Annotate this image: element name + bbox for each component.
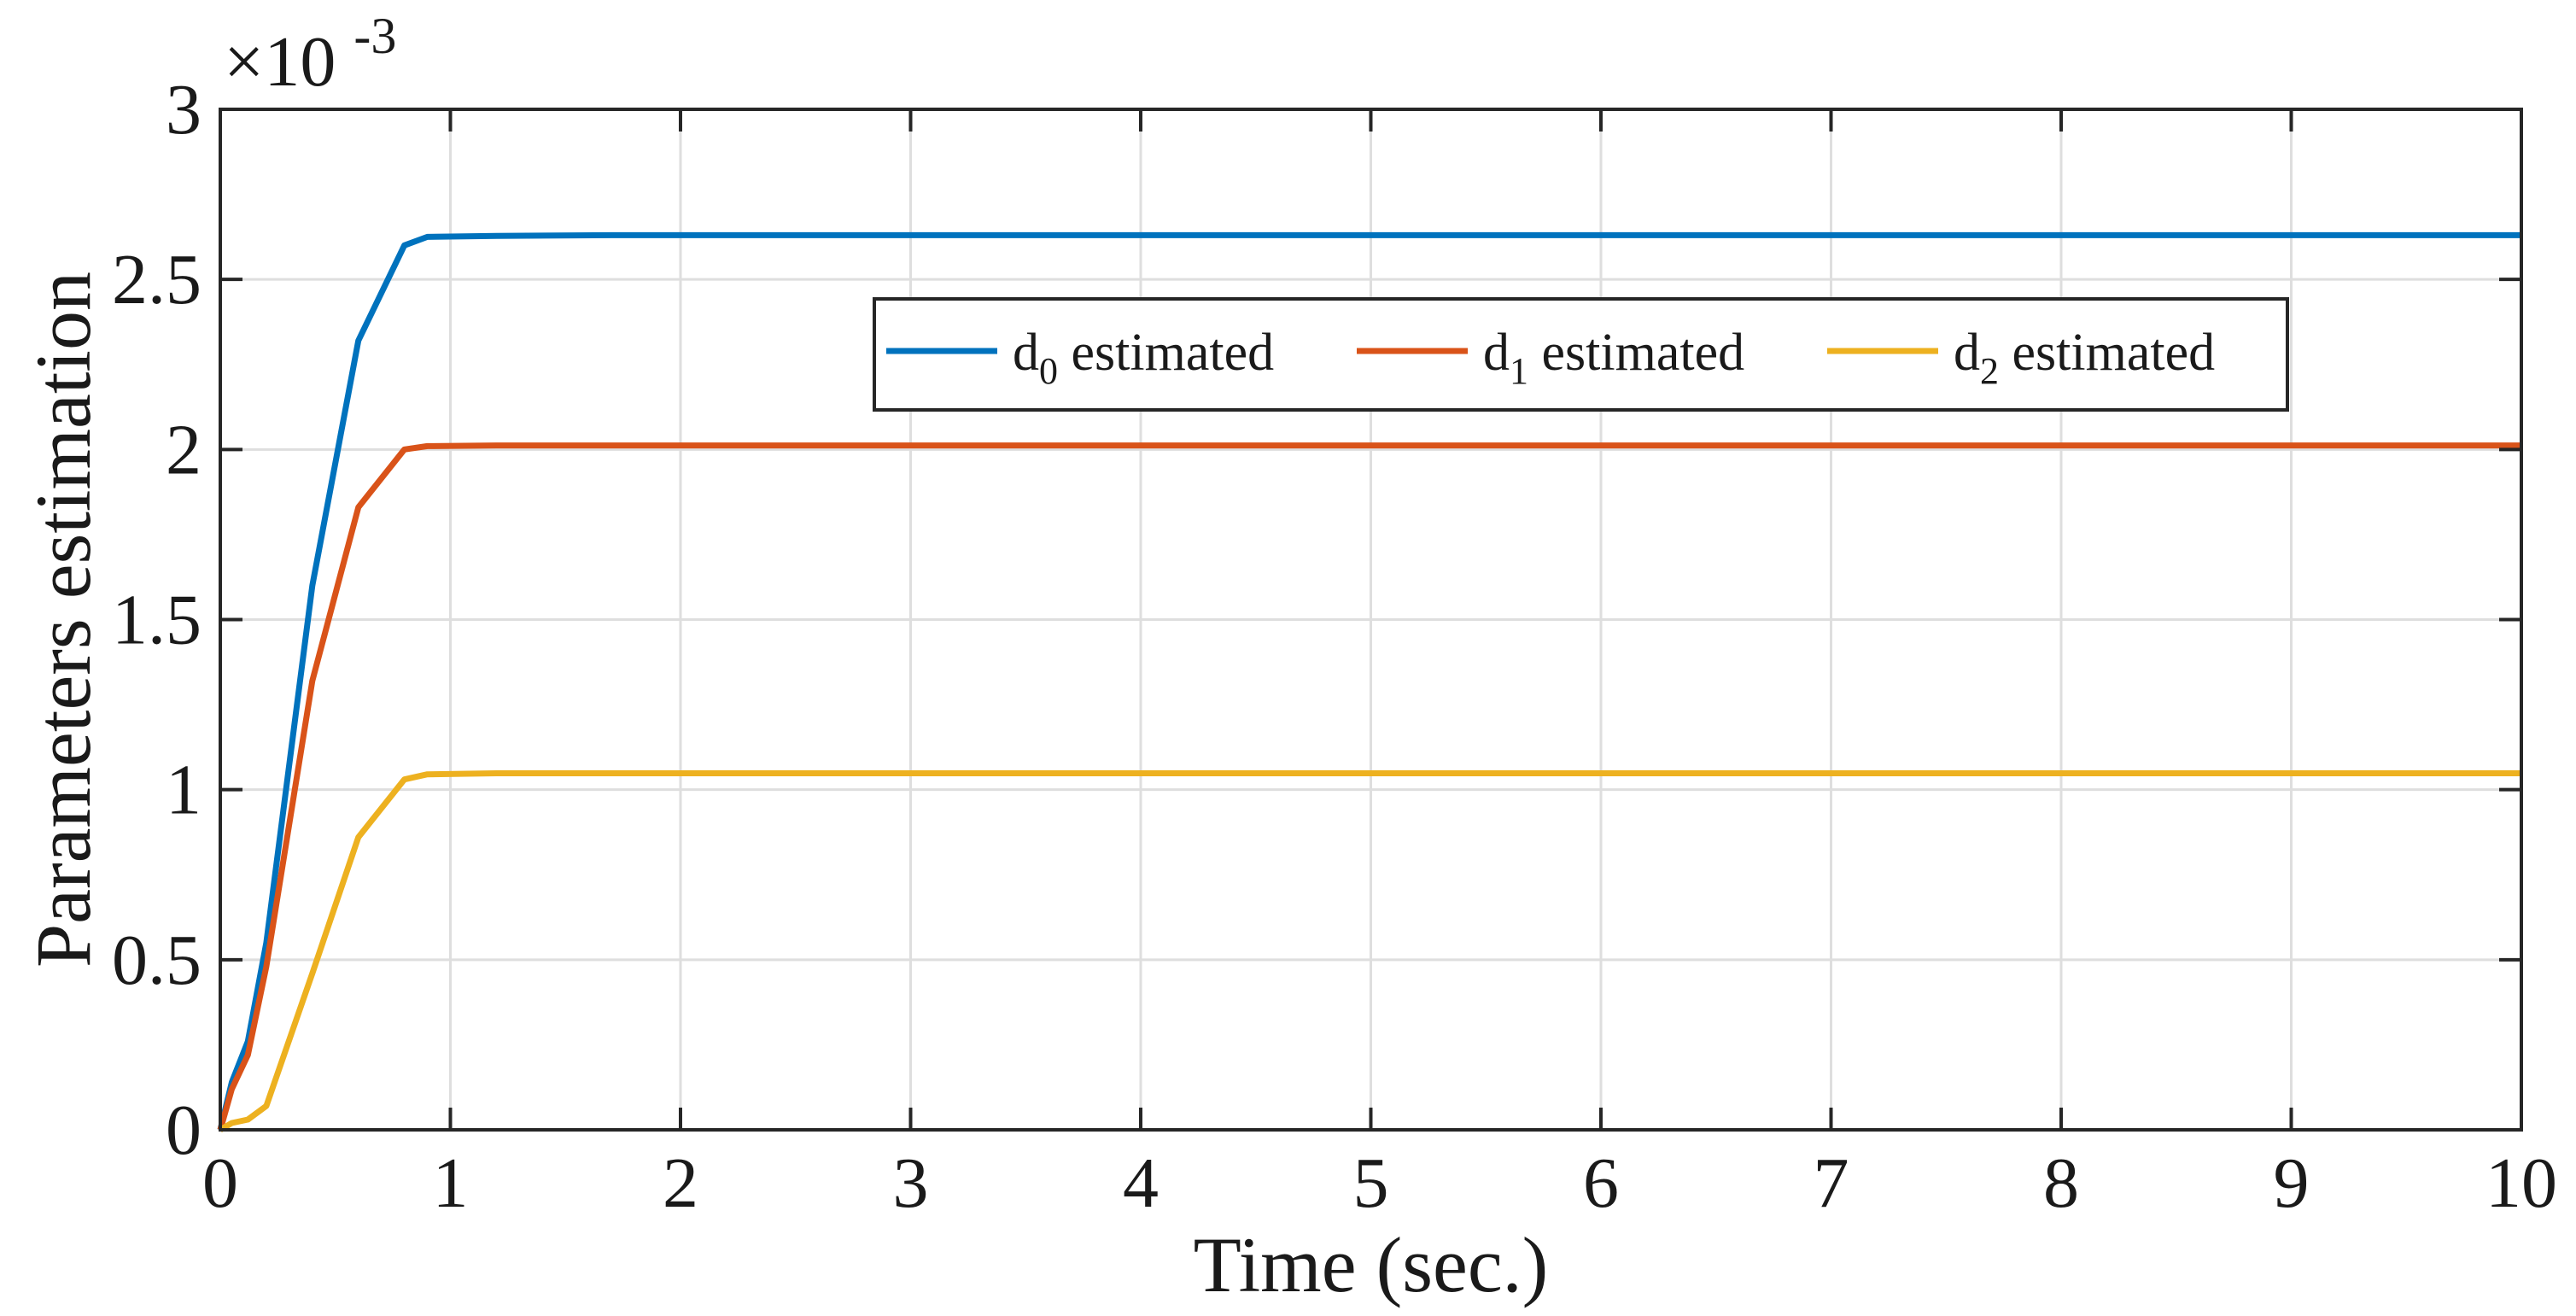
series-line-d0: [217, 231, 2521, 1131]
y-axis-multiplier: ×10 -3: [224, 8, 396, 102]
x-axis-title: Time (sec.): [1194, 1221, 1549, 1308]
y-tick-label: 1.5: [112, 581, 202, 660]
x-tick-label: 0: [202, 1143, 238, 1223]
y-tick-label: 0.5: [112, 921, 202, 1000]
x-tick-label: 10: [2485, 1143, 2557, 1223]
y-tick-label: 2: [166, 410, 202, 489]
x-tick-label: 7: [1814, 1143, 1849, 1223]
series-line-d2: [219, 770, 2521, 1133]
x-tick-label: 4: [1123, 1143, 1159, 1223]
y-multiplier-base: ×10: [224, 22, 336, 102]
y-tick-label: 0: [166, 1091, 202, 1170]
x-tick-label: 6: [1583, 1143, 1619, 1223]
tick-labels: 0 1 2 3 4 5 6 7 8 9 10 0 0.5 1 1.5 2 2.5 3: [112, 70, 2557, 1223]
x-tick-label: 9: [2274, 1143, 2310, 1223]
x-tick-label: 8: [2043, 1143, 2079, 1223]
legend-label-d2: d2 estimated: [1954, 324, 2215, 392]
x-tick-label: 1: [433, 1143, 469, 1223]
legend: d0 estimated d1 estimated d2 estimated: [873, 297, 2289, 412]
x-tick-label: 2: [663, 1143, 698, 1223]
axis-ticks: [219, 108, 2523, 1132]
y-multiplier-exponent: -3: [353, 8, 396, 64]
y-tick-label: 2.5: [112, 240, 202, 319]
legend-box: [873, 297, 2289, 412]
legend-label-d1: d1 estimated: [1483, 324, 1744, 392]
legend-label-d0: d0 estimated: [1013, 324, 1274, 392]
series-line-d1: [217, 442, 2521, 1131]
x-tick-label: 5: [1353, 1143, 1389, 1223]
y-tick-label: 3: [166, 70, 202, 149]
x-tick-label: 3: [893, 1143, 929, 1223]
plot-series: [217, 231, 2521, 1133]
y-tick-label: 1: [166, 751, 202, 830]
y-axis-title: Parameters estimation: [20, 272, 107, 968]
grid: [220, 109, 2521, 1130]
